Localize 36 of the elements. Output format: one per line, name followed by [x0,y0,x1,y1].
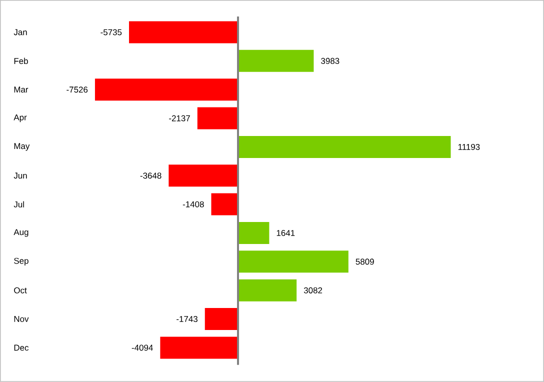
data-label: 5809 [356,258,374,265]
data-label: 3082 [304,287,322,294]
bar [94,78,238,101]
y-tick-label: Nov [14,316,29,322]
bar [197,107,238,130]
bar [238,279,297,302]
data-label: -7526 [66,86,88,93]
data-label: -1743 [176,316,198,322]
data-label: 3983 [321,58,340,64]
y-tick-label: Dec [14,344,29,351]
y-tick-label: May [14,143,30,151]
bar [238,136,451,158]
y-tick-label: Jun [14,172,27,179]
bar [211,193,238,216]
data-label: -1408 [182,201,204,208]
data-label: -5735 [100,29,122,36]
bar [238,222,270,244]
y-tick-label: Oct [14,287,27,294]
y-tick-label: Feb [14,58,28,64]
bar [168,164,238,187]
y-tick-label: Aug [14,229,28,237]
y-tick-label: Sep [14,258,28,266]
bar [238,50,314,72]
bar [238,250,348,273]
bar [129,21,238,44]
bar [204,308,238,330]
y-tick-label: Apr [14,114,27,122]
y-tick-label: Jan [14,29,27,36]
data-label: 1641 [276,230,295,236]
bar [160,336,238,359]
data-label: 11193 [458,144,480,150]
y-tick-label: Jul [14,201,24,208]
y-tick-label: Mar [14,86,28,93]
data-label: -3648 [140,172,162,179]
data-label: -2137 [169,115,190,122]
data-label: -4094 [132,344,153,351]
